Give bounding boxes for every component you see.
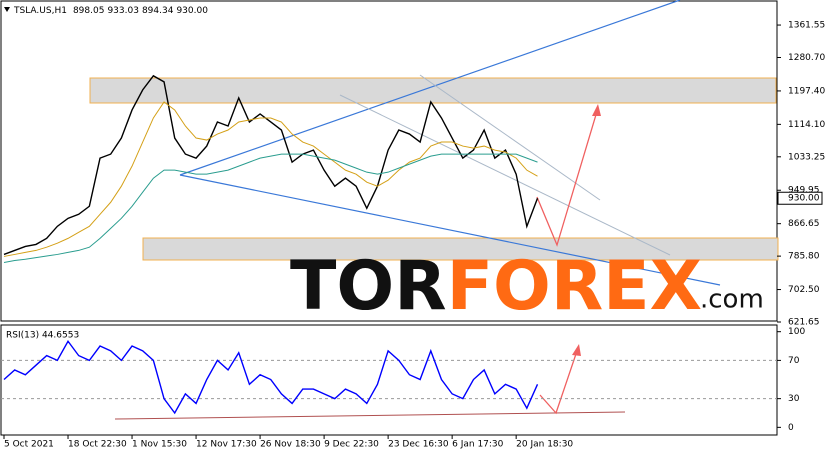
watermark-part: TOR (290, 247, 447, 326)
x-tick-label: 18 Oct 22:30 (68, 440, 127, 450)
watermark-part: FOREX (447, 247, 703, 326)
last-price-label: 930.00 (788, 194, 820, 204)
channel-line (419, 74, 601, 201)
watermark-suffix: .com (700, 285, 764, 315)
arrow-head (572, 344, 581, 356)
ohlc-value: 933.03 (107, 6, 139, 16)
y-tick-label: 702.50 (788, 285, 820, 295)
trendline (179, 0, 681, 176)
header: TSLA.US,H1 898.05 933.03 894.34 930.00 (13, 6, 208, 16)
x-tick-label: 6 Jan 17:30 (452, 440, 504, 450)
arrow-head (592, 104, 601, 116)
trendline (179, 174, 721, 286)
watermark: TORFOREX .com (290, 247, 764, 326)
x-tick-label: 9 Dec 22:30 (324, 440, 379, 450)
ohlc-value: 898.05 (73, 6, 105, 16)
header-icon (4, 7, 10, 12)
last-price-box (777, 191, 823, 205)
x-tick-label: 5 Oct 2021 (4, 440, 54, 450)
y-tick-label: 866.65 (788, 219, 820, 229)
y-tick-label: 621.65 (788, 318, 820, 328)
y-tick-label: 0 (788, 423, 794, 433)
x-tick-label: 20 Jan 18:30 (516, 440, 573, 450)
series-line (3, 153, 538, 263)
x-tick-label: 1 Nov 15:30 (132, 440, 187, 450)
y-tick-label: 1197.40 (788, 86, 825, 96)
price-pane (0, 0, 778, 322)
series-line (3, 74, 539, 256)
ohlc-value: 894.34 (142, 6, 174, 16)
forecast-arrow (539, 347, 579, 415)
channel-line (339, 94, 671, 256)
rsi-title: RSI(13) 44.6553 (6, 331, 79, 341)
y-tick-label: 70 (788, 356, 800, 366)
support-zone (142, 237, 779, 261)
x-tick-label: 12 Nov 17:30 (196, 440, 257, 450)
symbol: TSLA.US,H1 (13, 6, 67, 16)
y-tick-label: 1033.25 (788, 152, 825, 162)
x-tick-label: 26 Nov 18:30 (260, 440, 321, 450)
y-tick-label: 1114.10 (788, 120, 825, 130)
y-tick-label: 1361.55 (788, 21, 825, 31)
y-tick-label: 1280.70 (788, 53, 825, 63)
y-tick-label: 949.95 (788, 186, 820, 196)
y-tick-label: 100 (788, 327, 805, 337)
series-line (3, 101, 538, 257)
y-tick-label: 30 (788, 394, 800, 404)
series-line (3, 339, 539, 415)
rsi-trendline (114, 411, 626, 420)
resistance-zone (89, 77, 777, 104)
rsi-pane (0, 324, 778, 436)
forecast-arrow (536, 107, 599, 247)
watermark-text: TORFOREX (290, 247, 702, 326)
ohlc-value: 930.00 (176, 6, 208, 16)
x-tick-label: 23 Dec 16:30 (388, 440, 449, 450)
y-tick-label: 785.80 (788, 252, 820, 262)
